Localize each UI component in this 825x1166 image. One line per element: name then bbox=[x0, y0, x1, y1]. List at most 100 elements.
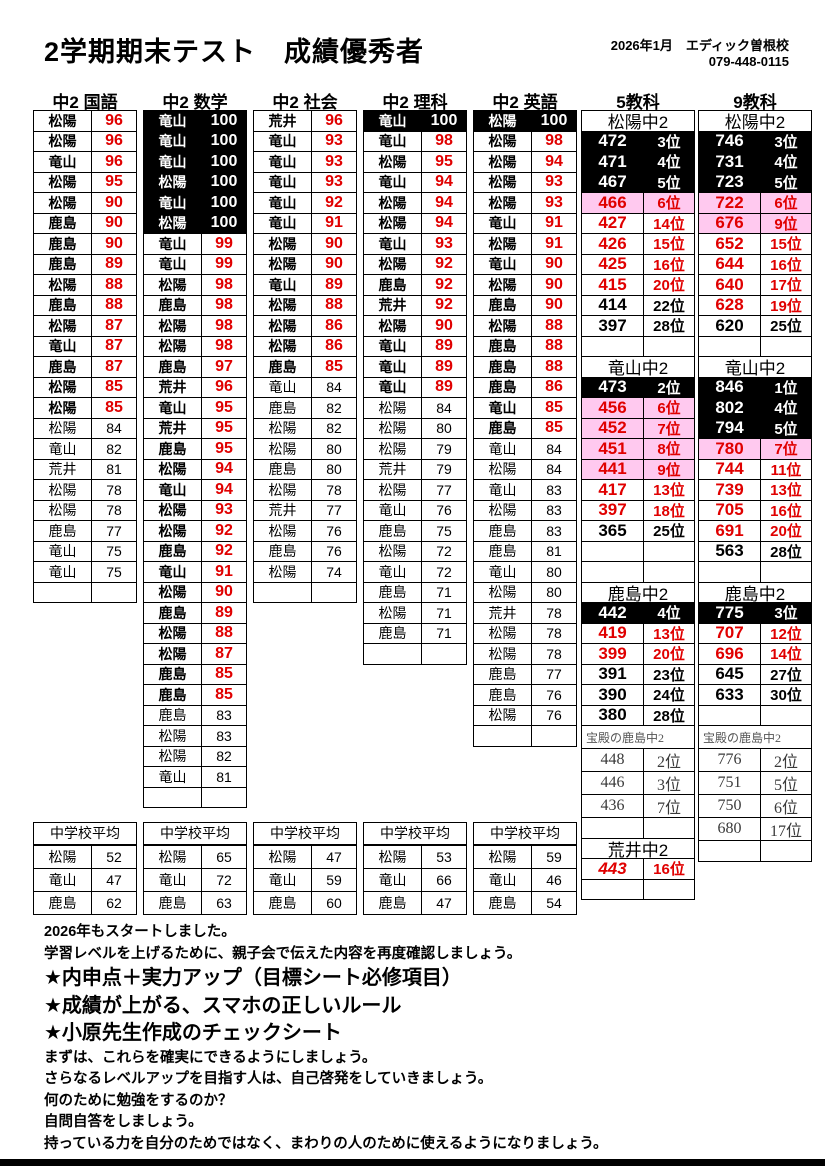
score-cell: 82 bbox=[326, 420, 342, 437]
rank-row: 722 6位 bbox=[698, 193, 812, 214]
score-cell: 84 bbox=[546, 461, 562, 478]
school-name-cell: 松陽 bbox=[474, 111, 532, 131]
table-row: 松陽 71 bbox=[363, 603, 467, 624]
average-score-cell: 72 bbox=[216, 872, 232, 888]
publisher-info: 2026年1月 エディック曽根校 079-448-0115 bbox=[611, 38, 789, 70]
average-row: 松陽 52 bbox=[33, 846, 137, 869]
school-name-cell: 竜山 bbox=[34, 541, 92, 561]
score-cell: 417 bbox=[582, 480, 644, 500]
score-cell: 426 bbox=[582, 234, 644, 254]
school-name-cell: 鹿島 bbox=[34, 892, 92, 914]
score-cell: 100 bbox=[210, 193, 238, 211]
school-name-cell: 鹿島 bbox=[364, 623, 422, 643]
table-row: 松陽 78 bbox=[253, 480, 357, 501]
school-name-cell: 松陽 bbox=[144, 726, 202, 746]
score-cell: 744 bbox=[699, 459, 761, 479]
school-name-cell: 竜山 bbox=[34, 562, 92, 582]
score-cell: 100 bbox=[540, 111, 568, 129]
average-row: 鹿島 47 bbox=[363, 892, 467, 915]
school-name-cell: 竜山 bbox=[144, 131, 202, 151]
score-cell: 88 bbox=[105, 275, 123, 293]
table-row: 松陽 84 bbox=[33, 418, 137, 439]
table-row: 松陽 80 bbox=[253, 439, 357, 460]
score-cell: 87 bbox=[105, 316, 123, 334]
column-header: 5教科 bbox=[616, 93, 660, 112]
average-score-cell: 47 bbox=[436, 895, 452, 911]
average-score-cell: 62 bbox=[106, 895, 122, 911]
school-name-cell: 松陽 bbox=[474, 131, 532, 151]
average-row: 松陽 47 bbox=[253, 846, 357, 869]
score-cell: 85 bbox=[545, 419, 563, 437]
table-row: 鹿島 71 bbox=[363, 582, 467, 603]
rank-cell: 5位 bbox=[774, 420, 798, 438]
school-name-cell: 松陽 bbox=[144, 316, 202, 336]
school-name-cell: 鹿島 bbox=[364, 582, 422, 602]
table-row: 竜山 90 bbox=[473, 254, 577, 275]
table-row: 鹿島 83 bbox=[473, 521, 577, 542]
score-cell: 91 bbox=[545, 234, 563, 252]
column-header: 中2 社会 bbox=[272, 93, 338, 112]
school-name-cell: 竜山 bbox=[364, 500, 422, 520]
score-cell: 390 bbox=[582, 685, 644, 705]
school-name-cell: 鹿島 bbox=[254, 541, 312, 561]
score-cell: 82 bbox=[326, 399, 342, 416]
empty-row bbox=[698, 336, 812, 357]
score-cell: 472 bbox=[582, 131, 644, 151]
score-cell bbox=[92, 583, 136, 603]
school-name-cell: 竜山 bbox=[254, 869, 312, 891]
school-name-cell: 竜山 bbox=[144, 398, 202, 418]
table-row: 松陽 93 bbox=[473, 193, 577, 214]
school-name-cell: 荒井 bbox=[364, 459, 422, 479]
school-name-cell: 鹿島 bbox=[364, 521, 422, 541]
score-cell: 88 bbox=[545, 316, 563, 334]
score-cell: 451 bbox=[582, 439, 644, 459]
table-row: 竜山 84 bbox=[253, 377, 357, 398]
table-row: 松陽 90 bbox=[253, 254, 357, 275]
score-cell: 86 bbox=[325, 337, 343, 355]
table-row: 鹿島 95 bbox=[143, 439, 247, 460]
phone-number: 079-448-0115 bbox=[708, 54, 789, 69]
score-cell: 99 bbox=[215, 234, 233, 252]
table-row: 松陽 90 bbox=[253, 234, 357, 255]
rank-row: 705 16位 bbox=[698, 500, 812, 521]
score-cell: 78 bbox=[326, 481, 342, 498]
rank-cell: 25位 bbox=[653, 523, 685, 541]
table-row: 松陽 100 bbox=[473, 111, 577, 132]
school-name-cell: 鹿島 bbox=[254, 459, 312, 479]
section-header-row: 竜山中2 bbox=[581, 357, 695, 378]
rank-row: 640 17位 bbox=[698, 275, 812, 296]
score-cell: 75 bbox=[106, 563, 122, 580]
empty-row bbox=[581, 818, 695, 839]
score-table: 松陽 96 松陽 96 竜山 96 松陽 95 松陽 90 鹿島 90 鹿島 90 鹿島 89 松陽 88 鹿島 88… bbox=[33, 110, 137, 603]
school-name-cell: 松陽 bbox=[474, 193, 532, 213]
score-cell: 95 bbox=[215, 419, 233, 437]
rank-row: 739 13位 bbox=[698, 480, 812, 501]
table-row: 松陽 96 bbox=[33, 131, 137, 152]
school-name-cell: 鹿島 bbox=[34, 357, 92, 377]
empty-row bbox=[698, 562, 812, 583]
rank-cell: 7位 bbox=[657, 420, 681, 438]
table-row: 竜山 98 bbox=[363, 131, 467, 152]
table-row: 松陽 88 bbox=[473, 316, 577, 337]
school-name-cell: 松陽 bbox=[144, 459, 202, 479]
subject-column: 中2 国語 松陽 96 松陽 96 竜山 96 松陽 95 松陽 90 鹿島 90 鹿島 90 鹿島 89 松陽 8… bbox=[33, 88, 137, 603]
score-cell: 75 bbox=[106, 543, 122, 560]
score-cell: 77 bbox=[546, 666, 562, 683]
table-row: 松陽 78 bbox=[473, 623, 577, 644]
score-cell: 391 bbox=[582, 664, 644, 684]
rank-cell: 22位 bbox=[653, 297, 685, 315]
rank-row: 397 28位 bbox=[581, 316, 695, 337]
score-cell: 89 bbox=[435, 357, 453, 375]
average-row: 竜山 72 bbox=[143, 869, 247, 892]
score-cell: 633 bbox=[699, 685, 761, 705]
school-name-cell: 竜山 bbox=[34, 869, 92, 891]
score-cell: 380 bbox=[582, 705, 644, 725]
table-row: 松陽 72 bbox=[363, 541, 467, 562]
table-row: 鹿島 85 bbox=[143, 685, 247, 706]
table-row: 竜山 100 bbox=[143, 193, 247, 214]
school-name-cell: 荒井 bbox=[474, 603, 532, 623]
table-row: 松陽 85 bbox=[33, 398, 137, 419]
rank-cell: 4位 bbox=[657, 605, 681, 623]
rank-row: 471 4位 bbox=[581, 152, 695, 173]
school-name-cell: 鹿島 bbox=[254, 398, 312, 418]
